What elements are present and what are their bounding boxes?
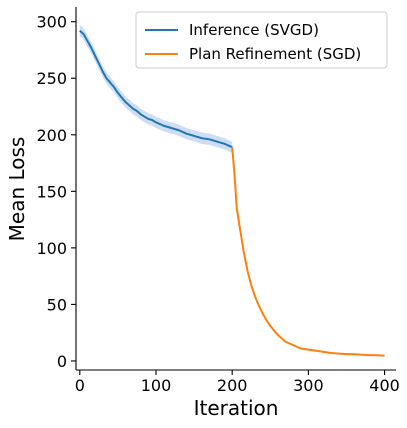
axes: [75, 7, 396, 371]
legend-label-plan-refinement: Plan Refinement (SGD): [189, 45, 361, 63]
y-tick-label: 0: [57, 352, 67, 371]
series-lines: [79, 30, 385, 357]
legend-frame: [135, 11, 388, 69]
legend: Inference (SVGD) Plan Refinement (SGD): [135, 11, 388, 69]
series-line-0: [79, 30, 233, 149]
x-tick-label: 400: [369, 376, 400, 395]
y-tick-label: 50: [47, 295, 67, 314]
x-tick-label: 0: [75, 376, 85, 395]
x-tick-label: 300: [293, 376, 324, 395]
y-tick-label: 250: [36, 69, 67, 88]
confidence-bands: [79, 25, 233, 153]
y-tick-label: 150: [36, 182, 67, 201]
y-tick-label: 300: [36, 13, 67, 32]
y-axis-title: Mean Loss: [5, 137, 29, 242]
series-band-0: [79, 25, 233, 153]
ticks: 0 100 200 300 400 0 50 100 150 200 250 300: [36, 13, 399, 395]
x-tick-label: 200: [217, 376, 248, 395]
y-tick-label: 200: [36, 126, 67, 145]
x-tick-label: 100: [141, 376, 172, 395]
y-tick-label: 100: [36, 239, 67, 258]
series-line-1: [231, 147, 385, 357]
legend-label-inference: Inference (SVGD): [189, 21, 319, 39]
x-axis-title: Iteration: [194, 396, 279, 420]
